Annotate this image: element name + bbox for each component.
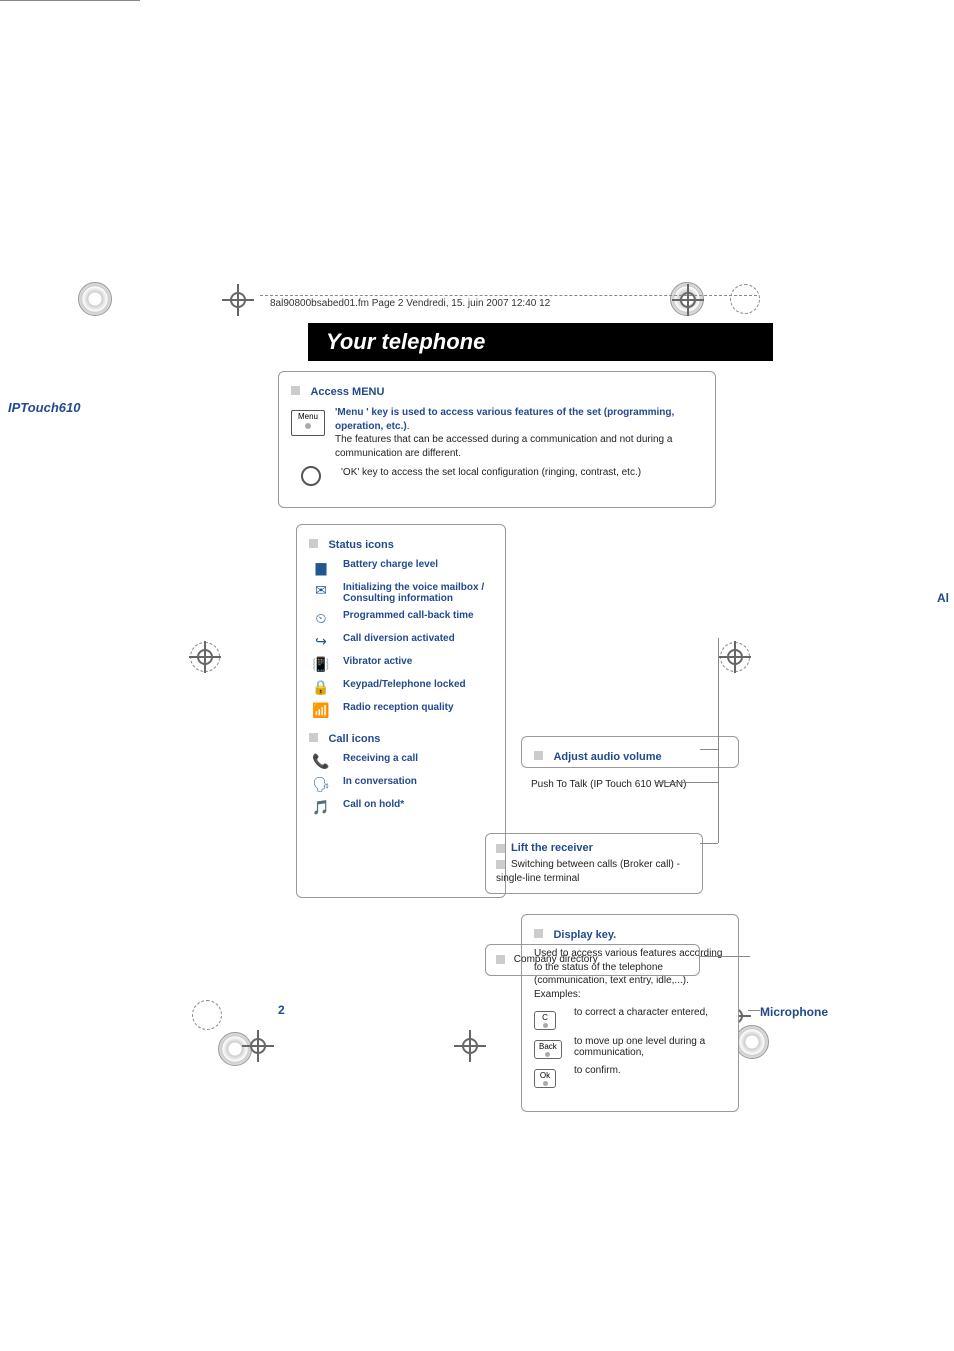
vibrator-icon: 📳 [309, 656, 333, 673]
callback-label: Programmed call-back time [343, 610, 493, 621]
menu-desc-tail: . [407, 421, 410, 432]
lead-mic [748, 1010, 760, 1011]
bullet-icon [309, 539, 318, 548]
reg-mark-tl [78, 282, 112, 316]
diversion-icon: ↪ [309, 633, 333, 650]
side-model-label: IPTouch610 [8, 400, 80, 415]
bullet-icon [309, 733, 318, 742]
c-key-icon: C [534, 1007, 564, 1030]
bullet-icon [534, 929, 543, 938]
ptt-label: Push To Talk (IP Touch 610 WLAN) [531, 778, 741, 792]
hold-icon: 🎵 [309, 799, 333, 816]
ok-softkey-icon: Ok [534, 1065, 564, 1088]
status-icons-heading-text: Status icons [328, 539, 393, 551]
display-key-heading: Display key. [534, 925, 726, 943]
access-menu-heading-text: Access MENU [310, 386, 384, 398]
microphone-label: Microphone [760, 1005, 828, 1019]
crosshair-top-a [228, 290, 248, 310]
vibrator-label: Vibrator active [343, 656, 493, 667]
c-key-text: to correct a character entered, [574, 1007, 726, 1018]
bullet-icon [496, 860, 505, 869]
lock-label: Keypad/Telephone locked [343, 679, 493, 690]
crop-line [0, 0, 140, 1]
bullet-icon [534, 751, 543, 760]
battery-icon: ▆ [309, 559, 333, 576]
lift-receiver-box: Lift the receiver Switching between call… [485, 833, 703, 894]
radio-icon: 📶 [309, 702, 333, 719]
receiving-label: Receiving a call [343, 753, 493, 764]
page: 8al90800bsabed01.fm Page 2 Vendredi, 15.… [260, 295, 757, 1010]
display-key-heading-text: Display key. [553, 929, 616, 941]
status-call-box: Status icons ▆ Battery charge level ✉ Init… [296, 524, 506, 898]
lead-company [700, 956, 750, 957]
lead-audio [700, 749, 718, 750]
callback-icon: ⏲ [309, 610, 333, 627]
mailbox-icon: ✉ [309, 582, 333, 599]
lead-ptt [656, 782, 718, 783]
status-icons-heading: Status icons [309, 535, 493, 553]
ok-key-icon [291, 466, 331, 491]
lead-lift [700, 843, 718, 844]
access-menu-heading: Access MENU [291, 382, 703, 400]
crosshair-ml [195, 647, 215, 667]
page-title: Your telephone [308, 323, 773, 361]
reg-mark-br-a [735, 1025, 769, 1059]
bullet-icon [496, 955, 505, 964]
access-menu-box: Access MENU Menu 'Menu ' key is used to … [278, 371, 716, 508]
page-number: 2 [278, 1003, 285, 1017]
company-directory-label: Company directory [514, 954, 598, 965]
call-icons-heading-text: Call icons [328, 733, 380, 745]
reg-mark-bl-a [218, 1032, 252, 1066]
ok-key-description: 'OK' key to access the set local configu… [341, 466, 641, 480]
bullet-icon [291, 386, 300, 395]
adjust-audio-box: Adjust audio volume [521, 736, 739, 768]
adjust-audio-heading: Adjust audio volume [553, 751, 661, 763]
call-icons-heading: Call icons [309, 729, 493, 747]
menu-key-icon: Menu [291, 406, 325, 436]
c-key-label: C [542, 1013, 548, 1022]
lock-icon: 🔒 [309, 679, 333, 696]
crosshair-bm [460, 1036, 480, 1056]
doc-header-line: 8al90800bsabed01.fm Page 2 Vendredi, 15.… [260, 296, 757, 309]
receiving-icon: 📞 [309, 753, 333, 770]
back-key-label: Back [539, 1042, 557, 1051]
company-directory-box: Company directory [485, 944, 700, 976]
battery-label: Battery charge level [343, 559, 493, 570]
back-key-text: to move up one level during a communicat… [574, 1036, 726, 1058]
menu-key-label: Menu [298, 412, 318, 421]
back-key-icon: Back [534, 1036, 564, 1059]
lift-receiver-heading: Lift the receiver [511, 842, 593, 854]
right-cut-label: Al [937, 591, 949, 605]
mailbox-label: Initializing the voice mailbox / Consult… [343, 582, 493, 604]
conversation-icon: 🗣 [309, 776, 333, 793]
crosshair-bl [248, 1036, 268, 1056]
bullet-icon [496, 844, 505, 853]
lead-audio-v [718, 638, 719, 843]
menu-desc-bold: 'Menu ' key is used to access various fe… [335, 407, 674, 432]
ok-softkey-text: to confirm. [574, 1065, 726, 1076]
menu-key-description: 'Menu ' key is used to access various fe… [335, 406, 703, 460]
hold-label: Call on hold* [343, 799, 493, 810]
diversion-label: Call diversion activated [343, 633, 493, 644]
lift-receiver-body: Switching between calls (Broker call) - … [496, 859, 680, 884]
ok-softkey-label: Ok [540, 1071, 550, 1080]
reg-mark-bl-b [192, 1000, 222, 1030]
radio-label: Radio reception quality [343, 702, 493, 713]
conversation-label: In conversation [343, 776, 493, 787]
menu-desc-body: The features that can be accessed during… [335, 434, 672, 459]
